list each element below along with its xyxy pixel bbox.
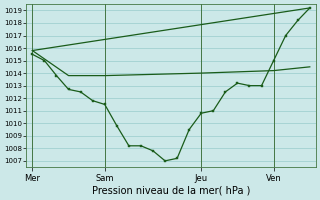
X-axis label: Pression niveau de la mer( hPa ): Pression niveau de la mer( hPa ) [92, 186, 250, 196]
